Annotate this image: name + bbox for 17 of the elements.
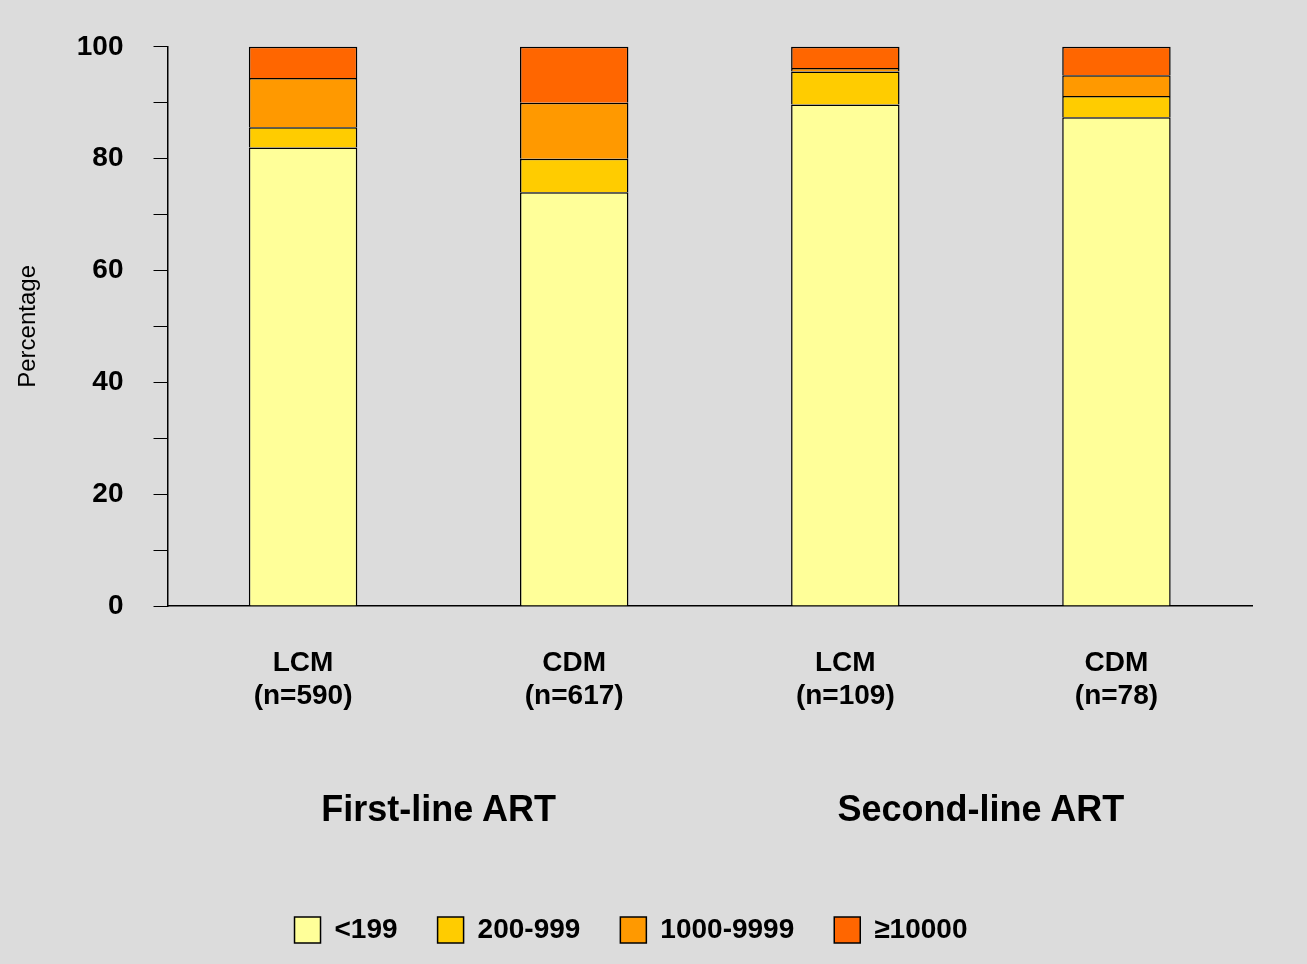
x-tick-label: LCM (n=590)	[253, 645, 353, 711]
y-tick-label: 40	[92, 365, 124, 397]
y-tick-label: 20	[92, 476, 124, 508]
y-tick-label: 60	[92, 253, 124, 285]
legend-label: 1000-9999	[660, 912, 795, 944]
y-tick-label: 0	[107, 588, 124, 620]
y-axis-title: Percentage	[13, 265, 41, 388]
legend-label: ≥10000	[874, 912, 968, 944]
x-tick-label: CDM (n=617)	[524, 645, 624, 711]
y-tick-label: 80	[92, 141, 124, 173]
y-tick-label: 100	[76, 29, 124, 61]
text: Second-line ART	[837, 787, 1125, 829]
text: First-line ART	[321, 787, 556, 829]
legend-label: <199	[334, 912, 398, 944]
legend-label: 200-999	[477, 912, 581, 944]
x-tick-label: LCM (n=109)	[795, 645, 895, 711]
x-tick-label: CDM (n=78)	[1074, 645, 1159, 711]
